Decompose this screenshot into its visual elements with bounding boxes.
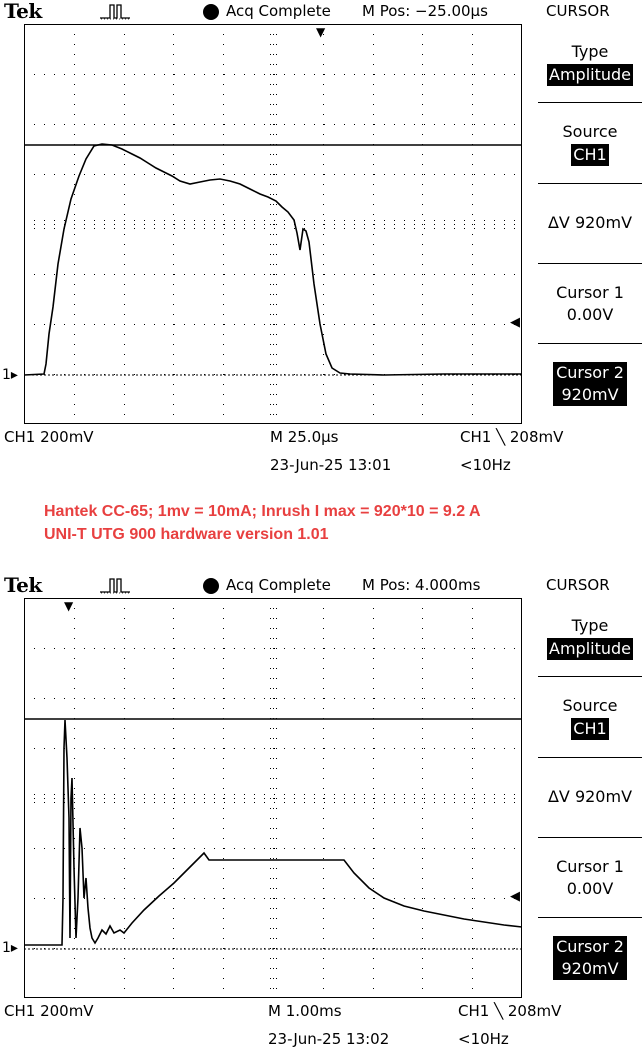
menu-divider — [538, 676, 642, 677]
menu-divider — [538, 102, 642, 103]
menu-divider — [538, 837, 642, 838]
date-time: 23-Jun-25 13:01 — [270, 456, 392, 474]
delta-v-readout: ΔV 920mV — [547, 787, 633, 806]
delta-v-readout: ΔV 920mV — [547, 213, 633, 232]
channel-ground-marker: 1▸ — [2, 940, 18, 956]
menu-title: CURSOR — [546, 2, 610, 20]
cursor-2-value: 920mV — [561, 959, 619, 978]
acquisition-status: Acq Complete — [226, 576, 331, 594]
menu-item-delta-v: ΔV 920mV — [538, 786, 642, 808]
trigger-frequency: <10Hz — [460, 456, 511, 474]
menu-item-delta-v: ΔV 920mV — [538, 212, 642, 234]
acquisition-status-icon — [203, 4, 219, 20]
channel-ground-marker: 1▸ — [2, 367, 18, 383]
menu-item-type-label: Type — [571, 42, 609, 61]
menu-title: CURSOR — [546, 576, 610, 594]
acquisition-status-icon — [203, 578, 219, 594]
menu-item-cursor-1[interactable]: Cursor 1 0.00V — [538, 282, 642, 326]
timebase: M 25.0µs — [270, 428, 339, 446]
trigger-setting: CH1 ╲ 208mV — [460, 428, 564, 446]
readout-bar: CH1 200mV M 25.0µs CH1 ╲ 208mV 23-Jun-25… — [0, 428, 642, 476]
trigger-position-marker: ▼ — [316, 25, 326, 39]
horizontal-position: M Pos: 4.000ms — [362, 576, 481, 594]
waveform-graticule — [24, 24, 522, 424]
waveform-display: ▼ — [24, 24, 522, 424]
menu-item-source[interactable]: Source CH1 — [538, 695, 642, 740]
menu-item-type-label: Type — [571, 616, 609, 635]
channel-scale: CH1 200mV — [4, 1002, 94, 1020]
menu-item-source-value: CH1 — [571, 718, 609, 740]
brand-logo: Tek — [4, 573, 42, 597]
brand-logo: Tek — [4, 0, 42, 23]
acquisition-status: Acq Complete — [226, 2, 331, 20]
waveform-graticule — [24, 598, 522, 998]
trigger-level-arrow: ◀ — [510, 889, 520, 904]
date-time: 23-Jun-25 13:02 — [268, 1030, 390, 1048]
menu-divider — [538, 263, 642, 264]
cursor-1-value: 0.00V — [566, 305, 614, 324]
cursor-2-label: Cursor 2 — [556, 363, 624, 382]
timebase: M 1.00ms — [268, 1002, 342, 1020]
menu-item-cursor-2[interactable]: Cursor 2 920mV — [538, 936, 642, 980]
annotation-line-2: UNI-T UTG 900 hardware version 1.01 — [44, 526, 329, 543]
menu-item-source-value: CH1 — [571, 144, 609, 166]
menu-item-source[interactable]: Source CH1 — [538, 121, 642, 166]
trigger-setting: CH1 ╲ 208mV — [458, 1002, 562, 1020]
cursor-menu: Type Amplitude Source CH1 ΔV 920mV Curso… — [538, 24, 642, 424]
cursor-1-label: Cursor 1 — [556, 857, 624, 876]
cursor-2-label: Cursor 2 — [556, 937, 624, 956]
waveform-trace — [24, 143, 522, 376]
status-bar: Tek Acq Complete M Pos: 4.000ms CURSOR — [0, 573, 642, 598]
oscilloscope-screenshot-1: Tek Acq Complete M Pos: −25.00µs CURSOR … — [0, 0, 642, 478]
menu-divider — [538, 183, 642, 184]
menu-divider — [538, 917, 642, 918]
cursor-1-label: Cursor 1 — [556, 283, 624, 302]
menu-item-cursor-2[interactable]: Cursor 2 920mV — [538, 362, 642, 406]
menu-item-cursor-1[interactable]: Cursor 1 0.00V — [538, 856, 642, 900]
channel-scale: CH1 200mV — [4, 428, 94, 446]
cursor-menu: Type Amplitude Source CH1 ΔV 920mV Curso… — [538, 598, 642, 998]
status-bar: Tek Acq Complete M Pos: −25.00µs CURSOR — [0, 0, 642, 24]
menu-item-source-label: Source — [562, 696, 618, 715]
menu-divider — [538, 757, 642, 758]
waveform-trace — [24, 719, 522, 946]
readout-bar: CH1 200mV M 1.00ms CH1 ╲ 208mV 23-Jun-25… — [0, 1002, 642, 1050]
trigger-frequency: <10Hz — [458, 1030, 509, 1048]
menu-item-source-label: Source — [562, 122, 618, 141]
menu-item-type[interactable]: Type Amplitude — [538, 41, 642, 86]
menu-divider — [538, 343, 642, 344]
cursor-2-value: 920mV — [561, 385, 619, 404]
trigger-position-marker: ▼ — [64, 599, 74, 613]
annotation-line-1: Hantek CC-65; 1mv = 10mA; Inrush I max =… — [44, 503, 481, 520]
menu-item-type-value: Amplitude — [547, 64, 633, 86]
menu-item-type[interactable]: Type Amplitude — [538, 615, 642, 660]
trigger-level-arrow: ◀ — [510, 315, 520, 330]
cursor-1-value: 0.00V — [566, 879, 614, 898]
trigger-pulse-icon — [100, 4, 130, 20]
horizontal-position: M Pos: −25.00µs — [362, 2, 488, 20]
menu-item-type-value: Amplitude — [547, 638, 633, 660]
trigger-pulse-icon — [100, 578, 130, 594]
waveform-display: ▼ — [24, 598, 522, 998]
oscilloscope-screenshot-2: Tek Acq Complete M Pos: 4.000ms CURSOR ▼… — [0, 573, 642, 1054]
